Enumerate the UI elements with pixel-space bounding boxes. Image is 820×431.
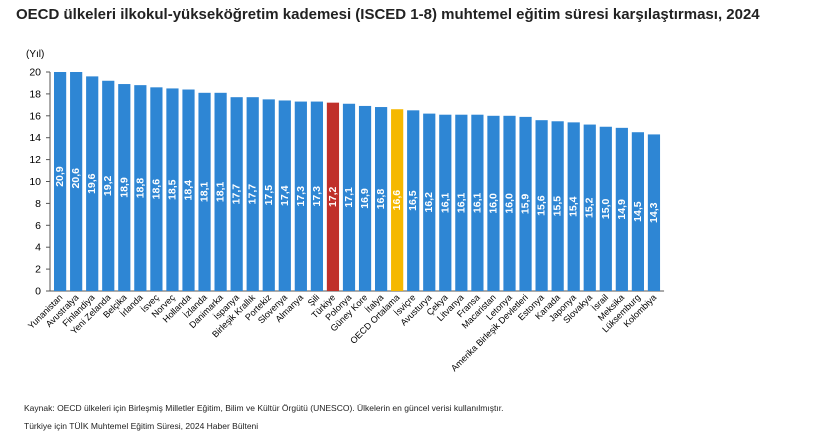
bar-value-label: 15,9	[520, 194, 532, 215]
bar	[631, 132, 644, 291]
bar-value-label: 15,2	[584, 197, 596, 218]
bar-value-label: 14,5	[632, 201, 644, 222]
y-tick-label: 10	[29, 176, 41, 188]
bar-value-label: 16,5	[407, 190, 419, 211]
bar	[102, 80, 115, 291]
bar-value-label: 17,3	[295, 186, 307, 207]
bar-value-label: 16,8	[375, 189, 387, 210]
bar	[246, 97, 259, 291]
bar	[182, 89, 195, 292]
bar	[118, 84, 131, 291]
bar	[567, 122, 580, 292]
bar	[519, 116, 532, 292]
source-note: Kaynak: OECD ülkeleri için Birleşmiş Mil…	[24, 403, 504, 413]
bar	[455, 114, 468, 291]
bar-value-label: 14,9	[616, 199, 628, 220]
bar-value-label: 15,4	[568, 196, 580, 217]
bar	[503, 115, 516, 291]
bar-value-label: 16,2	[423, 192, 435, 213]
bar-value-label: 16,1	[455, 192, 467, 213]
bar-value-label: 19,6	[86, 173, 98, 194]
bar	[551, 121, 564, 292]
bar	[439, 114, 452, 291]
bar	[391, 109, 404, 291]
bar-value-label: 16,0	[504, 193, 516, 214]
bar-value-label: 17,7	[231, 184, 243, 205]
bar-value-label: 17,7	[247, 184, 259, 205]
bar-value-label: 14,3	[648, 202, 660, 223]
bar	[70, 72, 83, 291]
bar-value-label: 16,1	[471, 192, 483, 213]
bar-value-label: 18,5	[166, 179, 178, 200]
bar-value-label: 17,2	[327, 186, 339, 207]
bar-value-label: 18,4	[183, 180, 195, 201]
bar-value-label: 15,5	[552, 196, 564, 217]
y-tick-label: 4	[35, 242, 41, 254]
turkey-source-note: Türkiye için TÜİK Muhtemel Eğitim Süresi…	[24, 421, 259, 431]
y-tick-label: 14	[29, 132, 41, 144]
bar-value-label: 18,6	[150, 179, 162, 200]
y-tick-label: 20	[29, 67, 41, 79]
bar-value-label: 16,0	[487, 193, 499, 214]
y-tick-label: 12	[29, 154, 41, 166]
bar-value-label: 18,1	[215, 182, 227, 203]
bar	[294, 101, 307, 291]
bar-value-label: 18,1	[199, 182, 211, 203]
bar-value-label: 20,6	[70, 168, 82, 189]
bar	[407, 110, 420, 291]
y-tick-label: 16	[29, 110, 41, 122]
bar-value-label: 18,9	[118, 177, 130, 198]
bar-value-label: 17,3	[311, 186, 323, 207]
bar	[214, 92, 227, 292]
bar	[599, 126, 612, 291]
bar-value-label: 20,9	[54, 166, 66, 187]
chart-title: OECD ülkeleri ilkokul-yükseköğretim kade…	[16, 6, 760, 23]
bar	[487, 115, 500, 291]
bar-value-label: 16,1	[439, 192, 451, 213]
bar-value-label: 16,9	[359, 188, 371, 209]
y-tick-label: 6	[35, 220, 41, 232]
bar-value-label: 15,6	[536, 195, 548, 216]
bar	[310, 101, 323, 291]
bar	[262, 99, 275, 291]
bar	[342, 103, 356, 291]
bar-value-label: 17,5	[263, 185, 275, 206]
bar	[423, 113, 436, 291]
bar-value-label: 19,2	[102, 176, 114, 197]
bar-value-label: 17,4	[279, 185, 291, 206]
bar-value-label: 15,0	[600, 198, 612, 219]
bar	[150, 87, 163, 291]
y-tick-label: 0	[35, 286, 41, 298]
bar	[326, 102, 340, 291]
bar-value-label: 17,1	[343, 187, 355, 208]
y-tick-label: 18	[29, 88, 41, 100]
bar	[54, 72, 67, 291]
bar	[471, 114, 484, 291]
bar	[647, 134, 661, 291]
y-tick-label: 2	[35, 264, 41, 276]
bar	[198, 92, 211, 292]
bar	[375, 107, 388, 291]
bar	[166, 88, 179, 291]
bar	[358, 105, 372, 291]
bar	[134, 85, 147, 291]
y-axis-label: (Yıl)	[26, 49, 44, 60]
bar-chart: (Yıl)0246810121416182020,9Yunanistan20,6…	[26, 49, 665, 373]
bar-value-label: 16,6	[391, 190, 403, 211]
y-tick-label: 8	[35, 198, 41, 210]
bar	[278, 100, 291, 291]
bar-value-label: 18,8	[134, 178, 146, 199]
bar	[583, 124, 596, 291]
bar	[535, 120, 548, 292]
bar	[230, 97, 243, 291]
bar	[615, 127, 628, 291]
bar	[86, 76, 99, 291]
